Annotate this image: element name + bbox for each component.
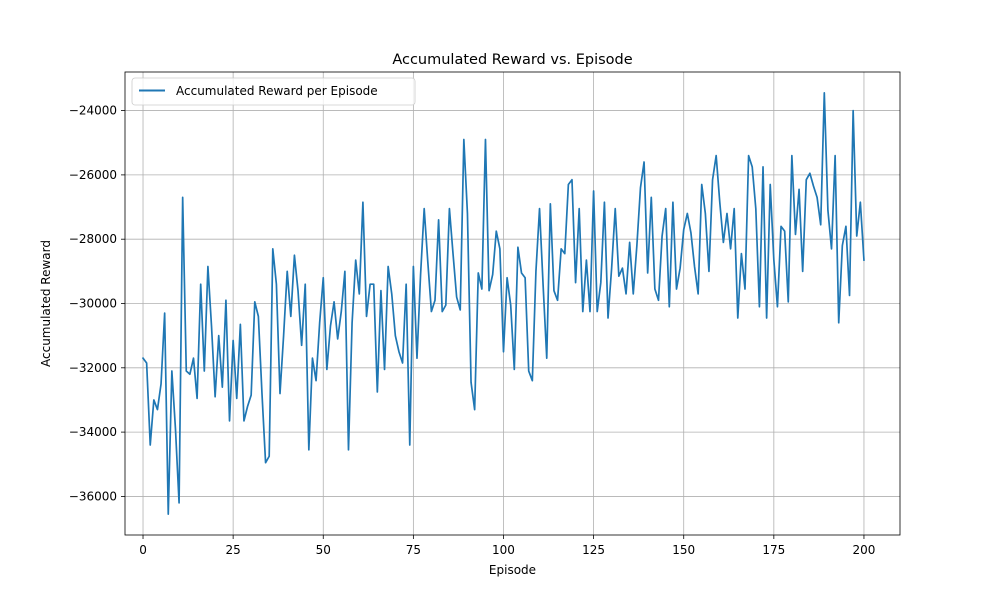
x-tick-label: 50 bbox=[316, 543, 331, 557]
x-axis-label: Episode bbox=[489, 563, 536, 577]
chart-title: Accumulated Reward vs. Episode bbox=[392, 52, 632, 68]
y-tick-label: −32000 bbox=[69, 361, 117, 375]
y-tick-label: −26000 bbox=[69, 168, 117, 182]
legend: Accumulated Reward per Episode bbox=[131, 77, 416, 106]
series-layer bbox=[141, 92, 865, 515]
y-tick-label: −28000 bbox=[69, 232, 117, 246]
grid-lines bbox=[125, 72, 900, 535]
x-tick-label: 175 bbox=[762, 543, 785, 557]
legend-box bbox=[131, 77, 416, 106]
x-tick-label: 100 bbox=[492, 543, 515, 557]
y-tick-label: −36000 bbox=[69, 489, 117, 503]
x-tick-label: 75 bbox=[406, 543, 421, 557]
x-axis-ticks: 0 25 50 75 100 125 150 175 200 bbox=[139, 535, 875, 557]
x-tick-label: 150 bbox=[672, 543, 695, 557]
y-axis-label: Accumulated Reward bbox=[39, 240, 53, 367]
x-tick-label: 200 bbox=[853, 543, 876, 557]
x-tick-label: 125 bbox=[582, 543, 605, 557]
y-axis-ticks: −36000 −34000 −32000 −30000 −28000 −26000 −240… bbox=[69, 104, 125, 503]
series-line-accumulated-reward bbox=[141, 92, 865, 515]
y-tick-label: −34000 bbox=[69, 425, 117, 439]
x-tick-label: 25 bbox=[225, 543, 240, 557]
y-tick-label: −24000 bbox=[69, 104, 117, 118]
x-tick-label: 0 bbox=[139, 543, 147, 557]
y-tick-label: −30000 bbox=[69, 297, 117, 311]
legend-entry-label: Accumulated Reward per Episode bbox=[176, 84, 378, 98]
